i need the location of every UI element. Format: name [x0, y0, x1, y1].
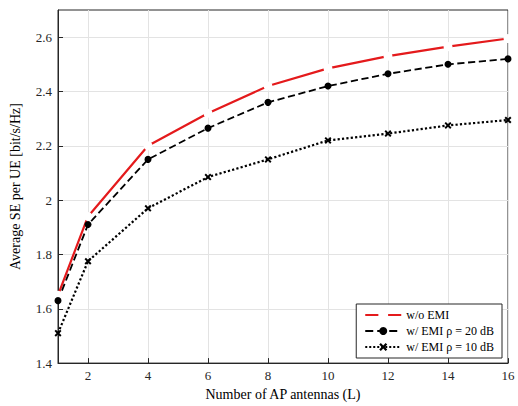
svg-text:6: 6 [205, 368, 212, 383]
svg-text:2: 2 [85, 368, 92, 383]
svg-text:4: 4 [145, 368, 152, 383]
svg-text:14: 14 [442, 368, 456, 383]
svg-text:2: 2 [46, 193, 53, 208]
svg-text:1.4: 1.4 [36, 356, 53, 371]
svg-text:1.6: 1.6 [36, 301, 53, 316]
svg-text:2.2: 2.2 [36, 138, 52, 153]
svg-text:Average SE per UE [bit/s/Hz]: Average SE per UE [bit/s/Hz] [8, 103, 23, 270]
svg-text:1.8: 1.8 [36, 247, 52, 262]
svg-text:2.4: 2.4 [36, 84, 53, 99]
svg-text:w/ EMI ρ = 20 dB: w/ EMI ρ = 20 dB [406, 324, 494, 338]
svg-text:12: 12 [382, 368, 395, 383]
svg-text:w/ EMI ρ = 10 dB: w/ EMI ρ = 10 dB [406, 340, 494, 354]
svg-text:w/o EMI: w/o EMI [406, 308, 449, 322]
svg-text:16: 16 [502, 368, 516, 383]
svg-text:Number of AP antennas (L): Number of AP antennas (L) [206, 387, 361, 403]
svg-text:8: 8 [265, 368, 272, 383]
svg-text:10: 10 [322, 368, 335, 383]
svg-text:2.6: 2.6 [36, 30, 53, 45]
